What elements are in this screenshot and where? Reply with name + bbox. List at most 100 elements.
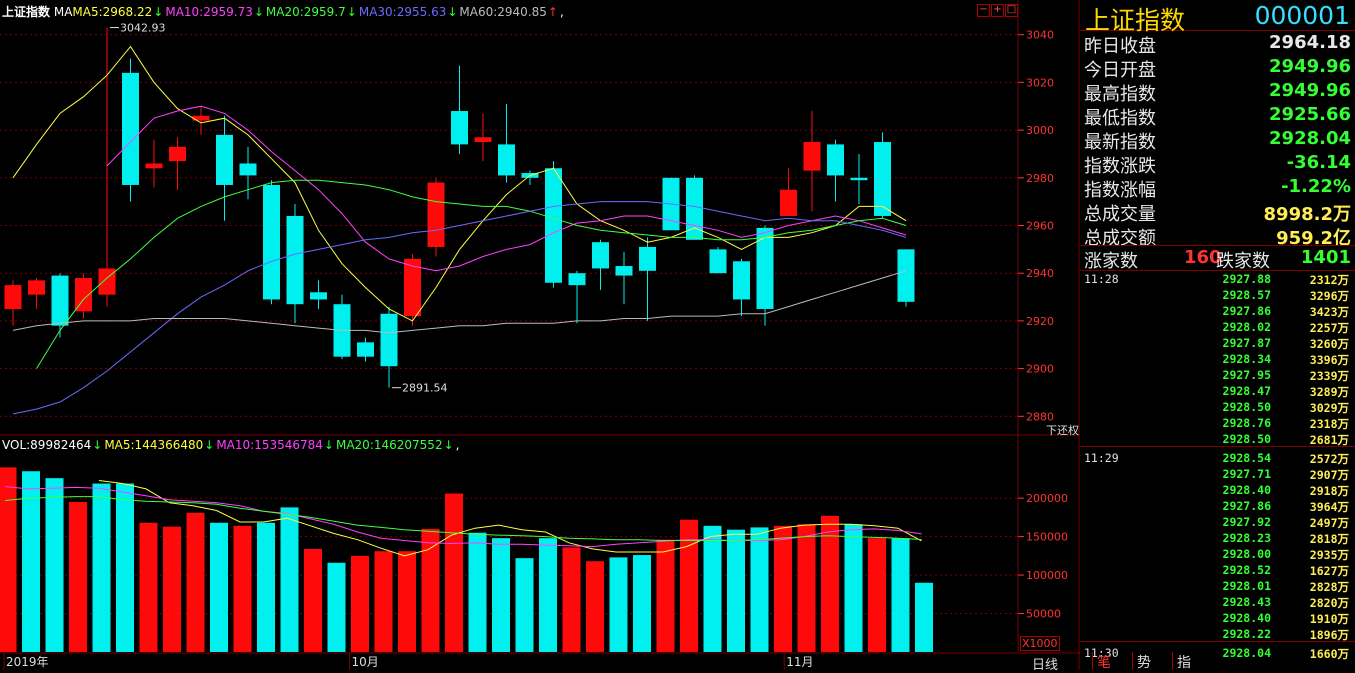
zoom-in-button[interactable]: + bbox=[991, 4, 1004, 17]
tick-price: 2928.50 bbox=[1222, 400, 1271, 414]
quote-row-value: 2964.18 bbox=[1269, 32, 1351, 53]
bottom-tab[interactable]: 指 bbox=[1172, 652, 1195, 671]
tick-row: 2928.57 3296万 bbox=[1080, 288, 1355, 304]
day-line-tab[interactable]: 日线 bbox=[1032, 658, 1059, 673]
tick-row: 2928.76 2318万 bbox=[1080, 416, 1355, 432]
tick-price: 2928.40 bbox=[1222, 611, 1271, 625]
volume-bar bbox=[186, 512, 205, 652]
candle-body-down bbox=[380, 313, 398, 367]
fq-label[interactable]: 下还权 bbox=[1046, 424, 1079, 437]
quote-row-value: -36.14 bbox=[1286, 152, 1351, 173]
volume-bar bbox=[0, 467, 17, 652]
legend-item: MA5:2968.22 bbox=[72, 5, 153, 19]
bottom-tab[interactable]: 笔 bbox=[1092, 652, 1115, 671]
decline-label: 跌家数 bbox=[1216, 251, 1270, 272]
candle-body-up bbox=[145, 163, 163, 169]
volume-bar bbox=[327, 562, 346, 652]
arrow-down-icon: ↓ bbox=[323, 438, 334, 452]
tick-price: 2927.86 bbox=[1222, 499, 1271, 513]
candle-body-up bbox=[474, 137, 492, 143]
candle-body-down bbox=[239, 163, 257, 176]
quote-row: 最低指数 2925.66 bbox=[1080, 103, 1355, 129]
legend-item: MA20:2959.7 bbox=[265, 5, 346, 19]
quote-row: 总成交额 959.2亿 bbox=[1080, 223, 1355, 249]
candle-body-down bbox=[122, 72, 139, 185]
tick-separator bbox=[1080, 446, 1355, 447]
price-tick-label: 2900 bbox=[1026, 363, 1054, 376]
arrow-down-icon: ↓ bbox=[447, 5, 458, 19]
grid-lines bbox=[0, 0, 1080, 670]
tick-row: 2927.95 2339万 bbox=[1080, 368, 1355, 384]
quote-row: 指数涨幅 -1.22% bbox=[1080, 175, 1355, 201]
quote-row-value: 2928.04 bbox=[1269, 128, 1351, 149]
tick-price: 2927.95 bbox=[1222, 368, 1271, 382]
vol-trailing: , bbox=[455, 438, 460, 452]
vol-unit-label: X1000 bbox=[1020, 636, 1060, 651]
price-tick-label: 3020 bbox=[1026, 76, 1054, 89]
volume-bar bbox=[233, 525, 252, 652]
tick-volume: 3289万 bbox=[1309, 385, 1349, 399]
kline-chart[interactable]: 2880 2900 2920 2940 2960 2980 3000 3020 3040 5000… bbox=[0, 0, 1080, 670]
quote-header: 上证指数 000001 bbox=[1080, 0, 1355, 35]
tick-volume: 3296万 bbox=[1309, 289, 1349, 303]
tick-row: 11:28 2927.88 2312万 bbox=[1080, 272, 1355, 288]
advance-value: 160 bbox=[1184, 247, 1222, 268]
candle-body-up bbox=[192, 115, 210, 121]
tick-price: 2928.01 bbox=[1222, 579, 1271, 593]
ma-legend: MA5:2968.22↓ MA10:2959.73↓ MA20:2959.7↓ MA3… bbox=[72, 5, 560, 19]
tick-price: 2928.76 bbox=[1222, 416, 1271, 430]
ma60-line bbox=[12, 270, 907, 334]
tick-price: 2928.04 bbox=[1222, 646, 1271, 660]
volume-bar bbox=[868, 538, 886, 652]
ma30-line bbox=[12, 201, 907, 415]
tick-volume: 3964万 bbox=[1309, 500, 1349, 514]
volume-bar bbox=[69, 502, 87, 652]
tick-price: 2928.40 bbox=[1222, 483, 1271, 497]
high-marker-label: 3042.93 bbox=[120, 22, 166, 35]
price-tick-label: 3000 bbox=[1026, 124, 1054, 137]
tick-price: 2928.43 bbox=[1222, 595, 1271, 609]
tick-price: 2928.52 bbox=[1222, 563, 1271, 577]
arrow-down-icon: ↓ bbox=[92, 438, 103, 452]
volume-bar bbox=[891, 538, 910, 652]
quote-row: 指数涨跌 -36.14 bbox=[1080, 151, 1355, 177]
tick-volume: 2318万 bbox=[1309, 417, 1349, 431]
legend-item: MA5:144366480 bbox=[104, 438, 204, 452]
candle-body-down bbox=[592, 242, 609, 269]
tick-price: 2928.47 bbox=[1222, 384, 1271, 398]
zoom-out-button[interactable]: − bbox=[977, 4, 990, 17]
volume-bar bbox=[492, 538, 510, 652]
quote-row-label: 指数涨跌 bbox=[1084, 156, 1156, 177]
candle-body-up bbox=[404, 258, 421, 317]
legend-item: MA30:2955.63 bbox=[358, 5, 447, 19]
quote-panel: 上证指数 000001 昨日收盘 2964.18 今日开盘 2949.96 最高指数 29… bbox=[1080, 0, 1355, 671]
advance-decline-row: 涨家数 160 跌家数 1401 bbox=[1080, 245, 1355, 272]
quote-row: 最高指数 2949.96 bbox=[1080, 79, 1355, 105]
tick-price: 2928.02 bbox=[1222, 320, 1271, 334]
volume-bar bbox=[844, 524, 863, 652]
tick-volume: 2681万 bbox=[1309, 433, 1349, 447]
price-tick-label: 3040 bbox=[1026, 29, 1054, 42]
volume-bar bbox=[727, 529, 745, 652]
volume-bar bbox=[915, 582, 933, 652]
quote-row-value: 959.2亿 bbox=[1276, 228, 1351, 249]
tick-price: 2928.54 bbox=[1222, 451, 1271, 465]
tick-row: 2928.40 2918万 bbox=[1080, 483, 1355, 499]
tick-price: 2927.71 bbox=[1222, 467, 1271, 481]
tick-volume: 1896万 bbox=[1309, 628, 1349, 642]
tick-volume: 2572万 bbox=[1309, 452, 1349, 466]
candle-body-down bbox=[51, 275, 69, 326]
candle-body-down bbox=[286, 215, 304, 305]
ma5-line bbox=[12, 45, 907, 322]
quote-row: 最新指数 2928.04 bbox=[1080, 127, 1355, 153]
tick-row: 2928.40 1910万 bbox=[1080, 611, 1355, 627]
bottom-tabs: 笔势指 bbox=[1080, 652, 1355, 671]
tick-price: 2927.87 bbox=[1222, 336, 1271, 350]
legend-item: MA60:2940.85 bbox=[459, 5, 547, 19]
bottom-tab[interactable]: 势 bbox=[1132, 652, 1155, 671]
quote-row-label: 最高指数 bbox=[1084, 84, 1156, 105]
tick-volume: 2918万 bbox=[1309, 484, 1349, 498]
maximize-button[interactable]: □ bbox=[1005, 4, 1018, 17]
volume-bar bbox=[468, 532, 487, 652]
ma10-line bbox=[106, 105, 907, 272]
